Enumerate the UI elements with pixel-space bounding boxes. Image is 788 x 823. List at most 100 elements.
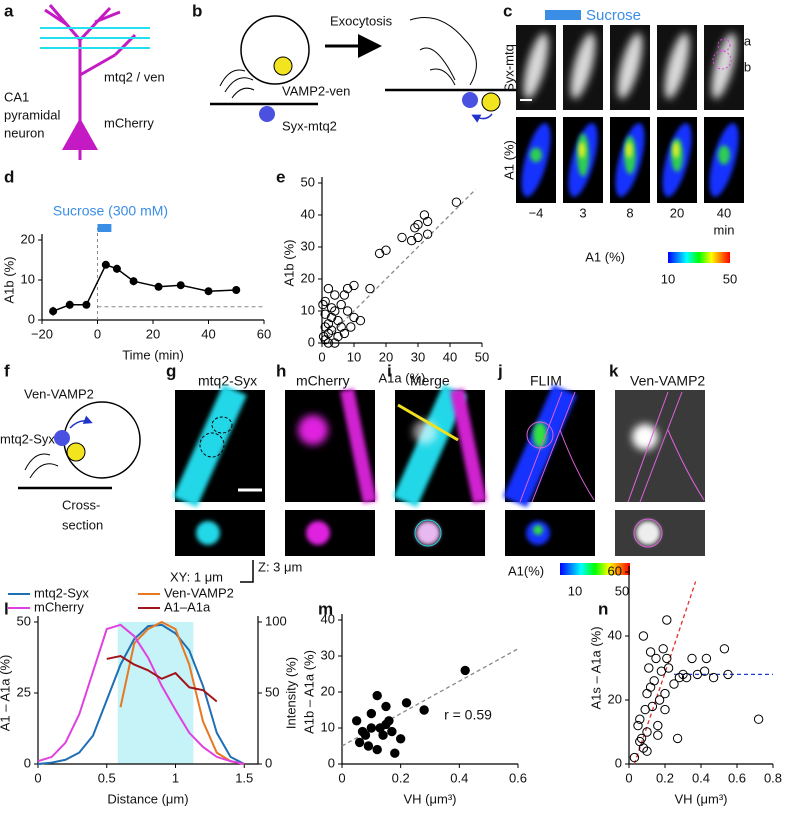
label: VAMP2-ven xyxy=(282,83,350,98)
y-tick-label: 30 xyxy=(301,238,315,253)
data-point xyxy=(333,315,343,326)
data-point xyxy=(330,338,340,348)
y-axis-label: A1 – A1a (%) xyxy=(0,655,12,732)
data-point xyxy=(363,741,374,751)
x-tick-label: 0.6 xyxy=(509,770,527,785)
fret-arrow xyxy=(69,415,93,429)
y-tick-label: 10 xyxy=(301,302,315,317)
panel-letter: d xyxy=(4,167,14,186)
data-point xyxy=(387,726,397,737)
x-tick-label: 40 xyxy=(443,349,457,364)
data-point xyxy=(49,307,58,316)
data-point xyxy=(381,701,391,712)
data-point xyxy=(330,290,340,300)
data-point xyxy=(204,287,213,296)
data-point xyxy=(342,306,353,316)
signal xyxy=(533,422,547,448)
label: neuron xyxy=(4,125,44,140)
y-tick-label: 40 xyxy=(608,627,622,642)
signal xyxy=(196,521,220,545)
fit-line xyxy=(341,648,519,747)
x-tick-label: 0 xyxy=(625,770,632,785)
data-point xyxy=(753,714,764,724)
data-point xyxy=(419,705,429,715)
x-tick-label: 1 xyxy=(172,770,179,785)
data-point xyxy=(395,734,406,744)
outline xyxy=(627,391,705,503)
data-point xyxy=(374,248,385,259)
x-tick-label: 0.6 xyxy=(728,770,746,785)
data-point xyxy=(642,727,652,737)
x-tick-label: 20 xyxy=(379,349,393,364)
panel-letter: g xyxy=(166,361,176,380)
x-tick-label: 0 xyxy=(94,326,101,341)
data-point xyxy=(323,319,334,329)
data-point xyxy=(323,338,334,348)
panel-title: Ven-VAMP2 xyxy=(630,373,705,389)
data-point xyxy=(232,286,241,294)
y-tick-label: 50 xyxy=(301,174,315,189)
x-tick-label: 0.4 xyxy=(450,770,468,785)
micrographs: g mtq2-Syx h mCherry i Merge j FLIM k Ve… xyxy=(166,361,705,598)
data-point xyxy=(339,290,350,300)
x-tick-label: 0 xyxy=(318,349,325,364)
data-point xyxy=(672,733,683,744)
label: CA1 xyxy=(4,89,29,104)
data-point xyxy=(642,688,652,699)
colorbar-min: 10 xyxy=(661,271,675,286)
data-point xyxy=(326,303,337,313)
panel-letter: i xyxy=(387,361,392,380)
x-tick-label: 30 xyxy=(411,349,425,364)
panel-letter: f xyxy=(4,361,10,380)
panel-b: b VAMP2-ven Syx-mtq2 Exocytosis xyxy=(192,1,525,133)
y-tick-label: 0 xyxy=(615,755,622,770)
data-point xyxy=(372,690,382,701)
cyan-lines xyxy=(40,27,150,49)
colorbar-max: 50 xyxy=(723,271,737,286)
x-tick-label: 40 xyxy=(201,326,215,341)
signal xyxy=(718,145,730,165)
chart: l 0 0.5 1 1.5 0 25 50 0 50 100 Distance (μm) A1 – A1… xyxy=(0,585,298,806)
time-unit: min xyxy=(714,222,735,237)
signal xyxy=(450,388,487,504)
time-label: 8 xyxy=(626,205,633,220)
snare xyxy=(219,69,255,99)
data-point xyxy=(351,716,362,726)
data-point xyxy=(719,644,730,654)
y-tick-label: 50 xyxy=(17,613,31,628)
fit-line xyxy=(321,188,477,344)
label: section xyxy=(62,517,103,532)
data-point xyxy=(323,328,334,339)
data-point xyxy=(723,669,733,680)
data-point xyxy=(669,679,679,689)
data-point xyxy=(699,666,710,676)
mtq2 xyxy=(462,92,478,108)
axis-line xyxy=(321,177,482,344)
signal xyxy=(579,142,585,158)
signal xyxy=(530,147,542,163)
signal xyxy=(570,33,596,99)
data-point xyxy=(354,737,365,748)
data-point xyxy=(663,663,674,673)
x-tick-label: 10 xyxy=(347,349,361,364)
time-label: 3 xyxy=(579,205,586,220)
data-point xyxy=(366,723,377,733)
data-point xyxy=(381,245,391,255)
data-point xyxy=(336,322,346,332)
data-point xyxy=(384,716,394,726)
data-point xyxy=(401,698,412,708)
legend-label: Ven-VAMP2 xyxy=(164,585,234,600)
time-label: 40 xyxy=(717,205,731,220)
data-point xyxy=(349,280,359,291)
outline xyxy=(526,421,554,449)
x-axis-label: Time (min) xyxy=(122,347,184,362)
panel-letter: c xyxy=(503,1,512,20)
signal xyxy=(617,33,643,99)
time-label: −4 xyxy=(529,205,544,220)
x-axis-label: VH (μm³) xyxy=(675,791,728,806)
stimulus-bar xyxy=(545,10,581,20)
data-point xyxy=(644,663,654,673)
panel-letter: e xyxy=(276,167,285,186)
